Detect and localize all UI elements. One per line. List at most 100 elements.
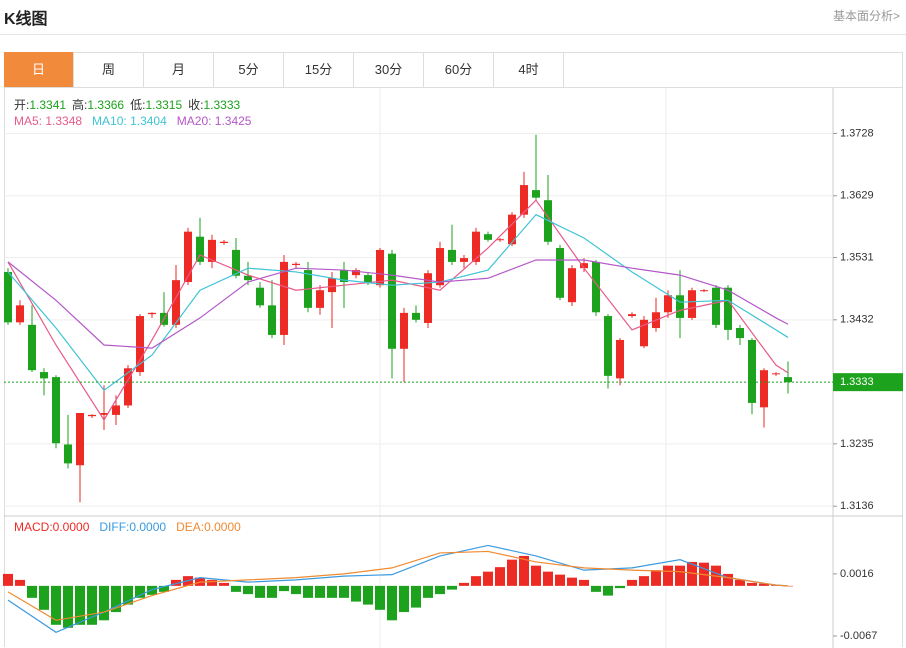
candle-body bbox=[28, 324, 36, 371]
indicator-line bbox=[7, 259, 789, 349]
ohlc-readout: 开:1.3341 高:1.3366 低:1.3315 收:1.3333 bbox=[14, 96, 246, 113]
y-tick-label: 1.3531 bbox=[840, 251, 874, 263]
macd-bar bbox=[603, 585, 613, 596]
candle-body bbox=[604, 316, 612, 376]
macd-bar bbox=[135, 585, 145, 598]
macd-bar bbox=[375, 585, 385, 610]
candle-body bbox=[124, 368, 132, 406]
legend-entry: MACD:0.0000 bbox=[14, 520, 90, 534]
period-tab[interactable]: 日 bbox=[4, 52, 74, 87]
macd-bar bbox=[27, 585, 37, 598]
candle-body bbox=[712, 287, 720, 325]
macd-bar bbox=[279, 585, 289, 592]
candle-body bbox=[220, 241, 228, 243]
candle-body bbox=[292, 263, 300, 266]
macd-bar bbox=[447, 585, 457, 590]
macd-bar bbox=[519, 555, 529, 586]
macd-bar bbox=[339, 585, 349, 598]
macd-bar bbox=[555, 574, 565, 586]
last-price-box bbox=[833, 373, 903, 392]
macd-bar bbox=[3, 573, 13, 586]
candle-body bbox=[148, 312, 156, 315]
candle-body bbox=[256, 287, 264, 306]
candle-body bbox=[340, 270, 348, 283]
macd-bar bbox=[567, 577, 577, 586]
candle-body bbox=[688, 290, 696, 318]
macd-bar bbox=[99, 585, 109, 621]
readout-label: 开: bbox=[14, 98, 30, 112]
legend-entry: MA10: 1.3404 bbox=[92, 114, 167, 128]
period-tab[interactable]: 15分 bbox=[284, 52, 354, 87]
macd-bar bbox=[687, 561, 697, 586]
legend-entry: DEA:0.0000 bbox=[176, 520, 241, 534]
macd-bar bbox=[147, 585, 157, 595]
candle-body bbox=[424, 273, 432, 323]
macd-bar bbox=[615, 585, 625, 589]
candle-body bbox=[352, 270, 360, 276]
candle-body bbox=[460, 258, 468, 262]
macd-bar bbox=[543, 571, 553, 586]
legend-entry: DIFF:0.0000 bbox=[99, 520, 167, 534]
period-tab[interactable]: 4时 bbox=[494, 52, 564, 87]
macd-bar bbox=[651, 570, 661, 586]
macd-bar bbox=[207, 579, 217, 586]
candle-body bbox=[748, 339, 756, 403]
macd-bar bbox=[435, 585, 445, 595]
macd-bar bbox=[387, 585, 397, 621]
macd-bar bbox=[639, 576, 649, 586]
candle-body bbox=[16, 305, 24, 323]
period-tab[interactable]: 5分 bbox=[214, 52, 284, 87]
macd-bar bbox=[591, 585, 601, 592]
candle-body bbox=[760, 370, 768, 408]
candle-body bbox=[412, 312, 420, 320]
macd-bar bbox=[87, 585, 97, 625]
period-tabs: 日周月 5分 15分 30分 60分 4时 bbox=[4, 52, 903, 88]
macd-bar bbox=[171, 579, 181, 586]
candle-body bbox=[664, 295, 672, 313]
macd-bar bbox=[327, 585, 337, 598]
candle-body bbox=[196, 236, 204, 262]
macd-bar bbox=[507, 559, 517, 586]
macd-bar bbox=[663, 565, 673, 586]
macd-bar bbox=[675, 565, 685, 586]
y-tick-label: 1.3432 bbox=[840, 314, 874, 326]
period-tab[interactable]: 60分 bbox=[424, 52, 494, 87]
candle-body bbox=[388, 253, 396, 349]
y-tick-label: 1.3136 bbox=[840, 500, 874, 512]
macd-bar bbox=[39, 585, 49, 610]
candle-body bbox=[556, 248, 564, 298]
last-price-label: 1.3333 bbox=[840, 376, 874, 388]
fundamental-link[interactable]: 基本面分析> bbox=[832, 9, 900, 23]
candle-body bbox=[4, 271, 12, 323]
period-tab[interactable]: 月 bbox=[144, 52, 214, 87]
period-tab[interactable]: 周 bbox=[74, 52, 144, 87]
ma-readout: MA5: 1.3348 MA10: 1.3404 MA20: 1.3425 bbox=[14, 114, 261, 128]
readout-value: 1.3333 bbox=[203, 98, 241, 112]
readout-label: 低: bbox=[130, 98, 146, 112]
readout-label: 高: bbox=[72, 98, 88, 112]
candle-body bbox=[100, 413, 108, 415]
macd-bar bbox=[15, 579, 25, 586]
candle-body bbox=[676, 295, 684, 318]
y-tick-label: 0.0016 bbox=[840, 568, 874, 580]
macd-bar bbox=[255, 585, 265, 598]
candle-body bbox=[736, 328, 744, 339]
candle-body bbox=[532, 190, 540, 198]
macd-bar bbox=[759, 583, 769, 586]
indicator-line bbox=[7, 544, 789, 633]
macd-bar bbox=[51, 585, 61, 625]
candle-body bbox=[364, 275, 372, 284]
macd-bar bbox=[315, 585, 325, 598]
readout-value: 1.3315 bbox=[145, 98, 183, 112]
macd-bar bbox=[75, 585, 85, 625]
candle-body bbox=[52, 377, 60, 444]
candle-body bbox=[484, 234, 492, 240]
candle-body bbox=[568, 268, 576, 303]
period-tab[interactable]: 30分 bbox=[354, 52, 424, 87]
y-tick-label: -0.0067 bbox=[840, 630, 877, 642]
indicator-line bbox=[7, 550, 789, 621]
candle-body bbox=[268, 305, 276, 335]
candle-body bbox=[88, 414, 96, 417]
macd-bar bbox=[351, 585, 361, 602]
indicator-line bbox=[7, 199, 789, 422]
